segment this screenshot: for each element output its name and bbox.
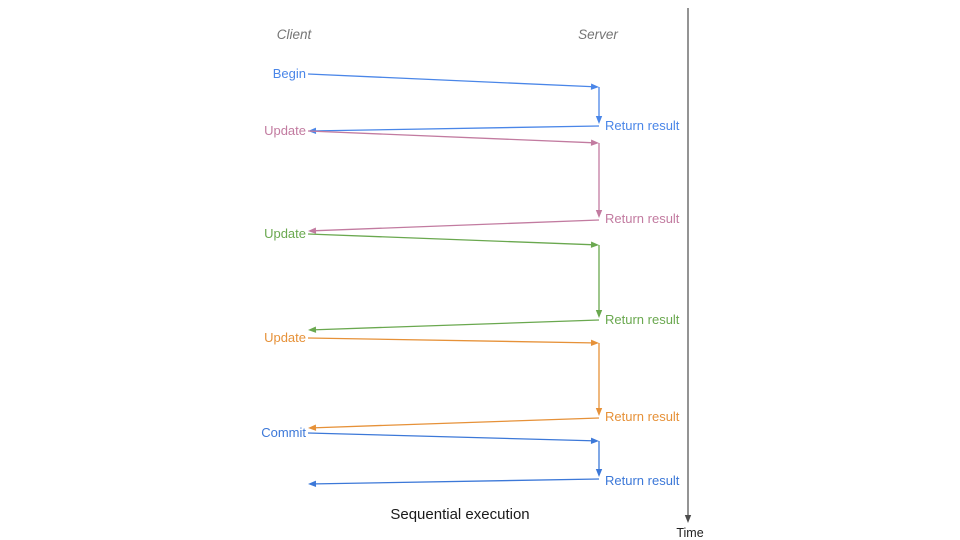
rpc-call-3: Update Return result [264,226,680,333]
return-line [315,417,600,429]
request-line [307,233,592,246]
processing-arrowhead-icon [595,310,603,318]
return-result-label: Return result [605,473,680,488]
call-label: Update [264,123,306,138]
request-line [307,130,592,144]
time-axis-arrowhead-icon [684,515,692,523]
diagram-title: Sequential execution [390,506,529,523]
return-result-label: Return result [605,312,680,327]
request-arrowhead-icon [590,83,599,90]
call-label: Begin [273,66,306,81]
rpc-call-1: Begin Return result [273,66,680,135]
return-line [315,319,600,331]
processing-arrowhead-icon [595,408,603,416]
return-line [315,125,600,132]
return-arrowhead-icon [308,326,317,333]
return-result-label: Return result [605,211,680,226]
call-label: Update [264,226,306,241]
rpc-call-2: Update Return result [264,123,680,234]
client-lifeline-header: Client [277,27,313,42]
rpc-call-5: Commit Return result [261,425,680,488]
rpc-call-4: Update Return result [264,330,680,431]
request-arrowhead-icon [590,241,599,248]
return-line [315,219,600,232]
return-arrowhead-icon [308,227,317,234]
return-arrowhead-icon [308,424,317,431]
call-label: Update [264,330,306,345]
processing-arrowhead-icon [595,210,603,218]
time-axis: Time [676,8,704,540]
return-arrowhead-icon [308,480,317,488]
server-lifeline-header: Server [578,27,618,42]
request-line [307,432,592,442]
return-result-label: Return result [605,409,680,424]
request-line [307,337,592,344]
processing-arrowhead-icon [595,116,603,124]
return-result-label: Return result [605,118,680,133]
return-line [315,478,600,485]
time-axis-label: Time [676,526,703,540]
request-line [307,73,592,88]
processing-arrowhead-icon [595,469,603,477]
request-arrowhead-icon [590,437,599,444]
request-arrowhead-icon [590,139,599,146]
request-arrowhead-icon [590,339,599,347]
call-label: Commit [261,425,306,440]
